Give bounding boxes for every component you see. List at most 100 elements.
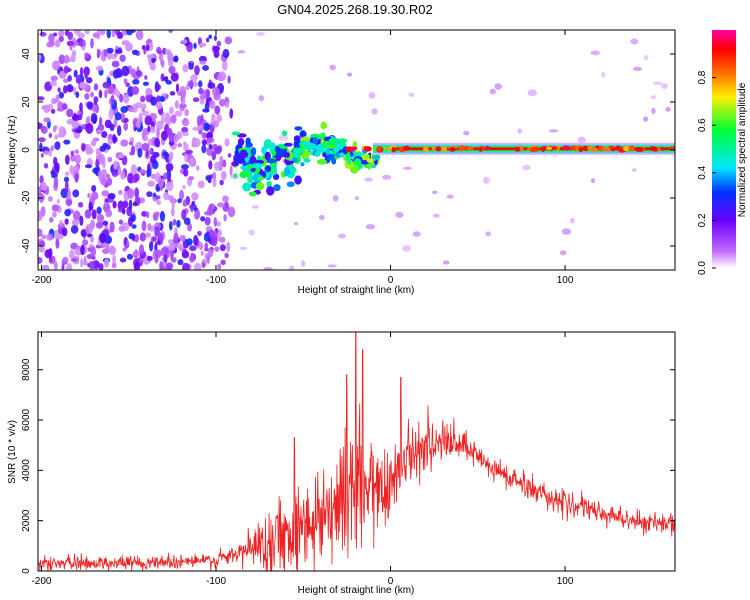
spectrogram-noise-blob xyxy=(190,205,194,213)
colorbar-tick-label: 0.8 xyxy=(697,70,708,84)
spectrogram-noise-blob xyxy=(169,151,174,160)
spectrogram-noise-blob xyxy=(159,265,167,270)
spectrogram-noise-blob xyxy=(293,221,299,226)
spectrogram-noise-blob xyxy=(225,101,229,108)
spectrogram-noise-blob xyxy=(147,180,156,187)
spectrogram-noise-blob xyxy=(62,103,68,110)
spectrogram-heatmap xyxy=(38,30,675,270)
spectrogram-noise-blob xyxy=(181,126,189,133)
spectrogram-noise-blob xyxy=(46,233,54,241)
spectrogram-noise-blob xyxy=(214,246,220,252)
spectrogram-noise-blob xyxy=(66,40,74,47)
spectrogram-noise-blob xyxy=(41,234,47,240)
spectrogram-noise-blob xyxy=(163,172,168,180)
spectrogram-noise-blob xyxy=(40,181,47,191)
spectrogram-noise-blob xyxy=(127,172,134,184)
spectrogram-signal-blob xyxy=(264,151,271,161)
spectrogram-noise-blob xyxy=(127,188,135,199)
spectrogram-noise-blob xyxy=(570,217,575,224)
spectrogram-noise-blob xyxy=(148,148,153,154)
colorbar-tick-label: 0.6 xyxy=(697,118,708,132)
spectrogram-noise-blob xyxy=(50,108,56,114)
spectrogram-noise-blob xyxy=(158,232,164,243)
spectrogram-noise-blob xyxy=(224,252,229,259)
spectrogram-noise-blob xyxy=(38,228,43,237)
spectrogram-noise-blob xyxy=(149,62,156,71)
spectrogram-noise-blob xyxy=(142,110,149,116)
spectrogram-signal-blob xyxy=(284,166,291,176)
spectrogram-noise-blob xyxy=(80,257,84,268)
spectrogram-noise-blob xyxy=(134,187,140,198)
spectrogram-noise-blob xyxy=(133,262,141,270)
spectrogram-noise-blob xyxy=(203,122,210,132)
spectrogram-noise-blob xyxy=(168,220,173,231)
spectrogram-noise-blob xyxy=(76,114,83,121)
spectrogram-signal-blob xyxy=(281,130,288,136)
spectrogram-noise-blob xyxy=(222,48,230,59)
spectrogram-noise-blob xyxy=(58,35,64,43)
spectrogram-noise-blob xyxy=(177,142,183,148)
spectrogram-noise-blob xyxy=(213,120,219,128)
spectrogram-signal-blob xyxy=(240,165,249,170)
spectrogram-noise-blob xyxy=(50,144,55,152)
snr-frame xyxy=(37,331,676,572)
spectrogram-line-blob xyxy=(602,147,611,152)
spectrogram-y-label: Frequency (Hz) xyxy=(7,116,18,185)
spectrogram-noise-blob xyxy=(156,127,160,139)
spectrogram-signal-blob xyxy=(301,151,310,160)
spectrogram-noise-blob xyxy=(65,263,73,270)
spectrogram-signal-blob xyxy=(286,181,295,188)
spectrogram-noise-blob xyxy=(72,189,80,198)
spectrogram-noise-blob xyxy=(200,250,204,256)
spectrogram-noise-blob xyxy=(165,262,174,270)
spectrogram-noise-blob xyxy=(167,194,174,201)
spectrogram-noise-blob xyxy=(174,110,183,117)
spectrogram-y-axis: -40 -20 0 20 40 xyxy=(21,48,675,253)
spectrogram-noise-blob xyxy=(164,112,171,123)
spectrogram-noise-blob xyxy=(38,53,42,62)
spectrogram-noise-blob xyxy=(368,92,376,99)
spectrogram-noise-blob xyxy=(126,253,133,260)
spectrogram-noise-blob xyxy=(132,79,140,85)
spectrogram-noise-blob xyxy=(192,97,200,103)
spectrogram-noise-blob xyxy=(62,85,68,94)
spectrogram-noise-blob xyxy=(371,108,378,115)
spectrogram-noise-blob xyxy=(140,95,146,103)
spectrogram-noise-blob xyxy=(131,49,139,56)
spectrogram-line-blob xyxy=(578,146,583,153)
spectrogram-signal-blob xyxy=(301,140,312,147)
spectrogram-noise-blob xyxy=(144,75,148,80)
spectrogram-noise-blob xyxy=(73,30,81,35)
spectrogram-line-blob xyxy=(403,145,411,151)
spectrogram-noise-blob xyxy=(258,95,265,102)
spectrogram-noise-blob xyxy=(212,86,221,97)
spectrogram-noise-blob xyxy=(442,260,450,265)
spectrogram-noise-blob xyxy=(224,36,233,45)
spectrogram-noise-blob xyxy=(211,151,217,161)
spectrogram-noise-blob xyxy=(111,171,119,177)
spectrogram-noise-blob xyxy=(365,224,376,230)
spectrogram-noise-blob xyxy=(101,190,110,197)
spectrogram-noise-blob xyxy=(147,166,152,177)
spectrogram-noise-blob xyxy=(159,96,166,103)
spectrogram-noise-blob xyxy=(197,180,205,189)
spectrogram-noise-blob xyxy=(224,138,230,147)
spectrogram-noise-blob xyxy=(85,226,90,235)
spectrogram-noise-blob xyxy=(167,51,172,62)
spectrogram-noise-blob xyxy=(146,191,153,198)
spectrogram-noise-blob xyxy=(145,232,151,238)
spectrogram-noise-blob xyxy=(135,69,142,77)
spectrogram-noise-blob xyxy=(90,219,95,230)
spectrogram-noise-blob xyxy=(38,186,42,196)
spectrogram-noise-blob xyxy=(102,220,109,226)
spectrogram-noise-blob xyxy=(46,41,54,48)
spectrogram-noise-blob xyxy=(206,206,214,216)
spectrogram-noise-blob xyxy=(113,117,118,128)
spectrogram-noise-blob xyxy=(125,82,131,88)
spectrogram-line-blob xyxy=(546,146,553,151)
spectrogram-y-tick-label: 0 xyxy=(21,147,32,153)
spectrogram-noise-blob xyxy=(145,211,150,219)
spectrogram-noise-blob xyxy=(192,81,198,87)
spectrogram-line-blob xyxy=(376,146,382,152)
spectrogram-noise-blob xyxy=(79,67,84,78)
